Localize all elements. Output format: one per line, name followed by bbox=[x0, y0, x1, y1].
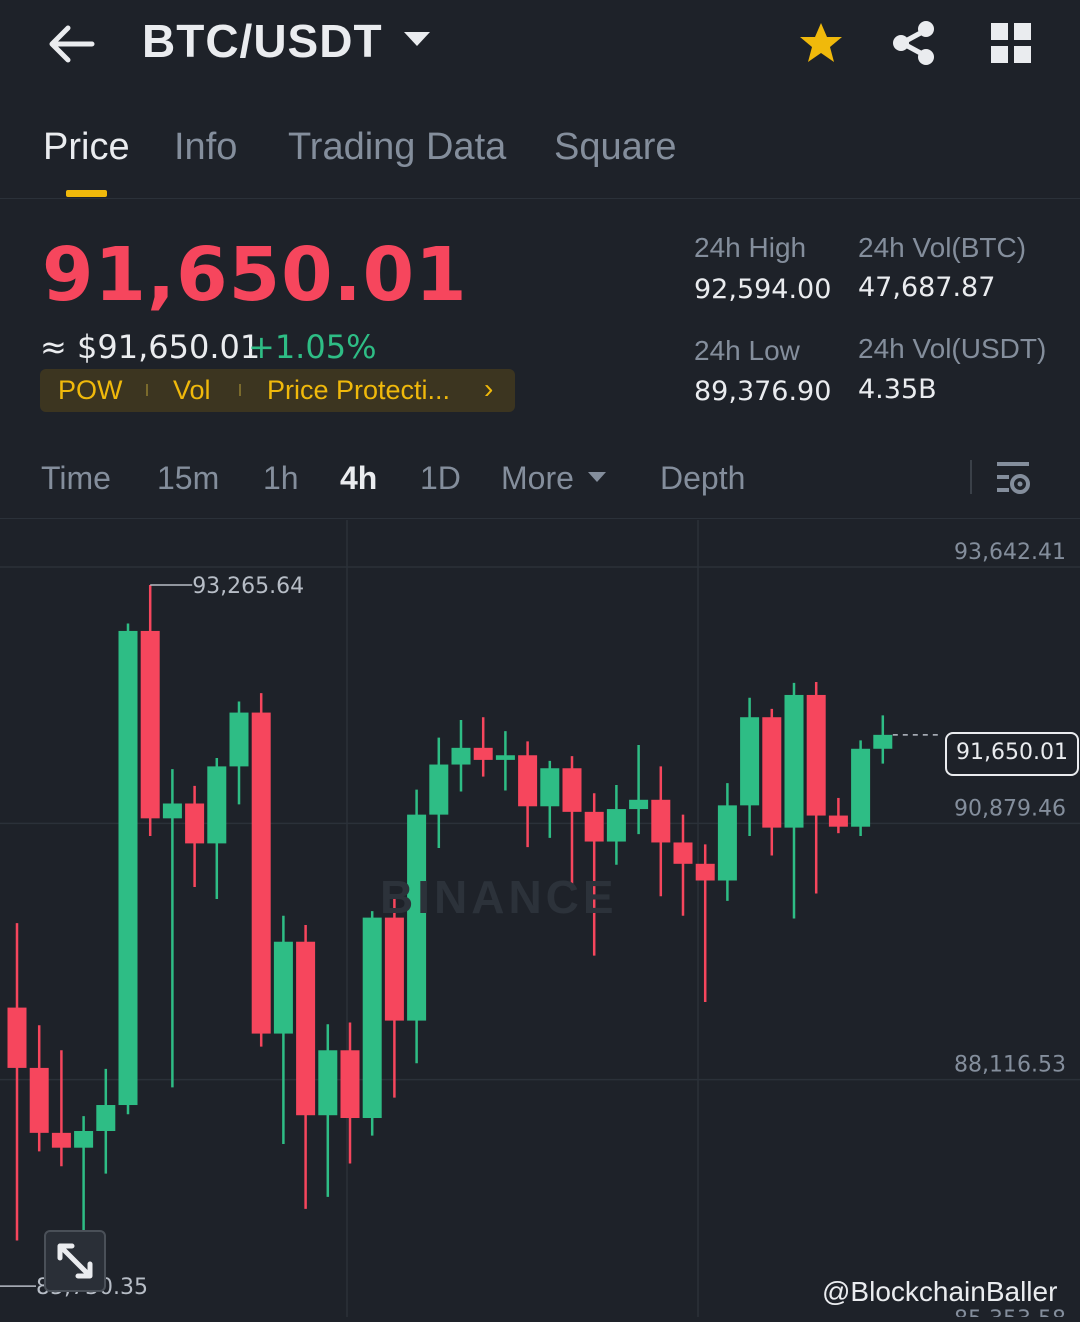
interval-15m[interactable]: 15m bbox=[157, 460, 220, 496]
stat-label-vol-btc: 24h Vol(BTC) bbox=[858, 232, 1027, 263]
candle-body-down bbox=[762, 717, 782, 828]
candle-body-down bbox=[806, 694, 826, 816]
candle-body-up bbox=[451, 747, 471, 765]
candle-body-up bbox=[717, 805, 737, 881]
candle-body-up bbox=[273, 941, 293, 1034]
candle-body-up bbox=[629, 799, 649, 810]
interval-more[interactable]: More bbox=[501, 460, 574, 496]
usd-price: ≈ $91,650.01 bbox=[40, 328, 261, 366]
share-icon[interactable] bbox=[890, 20, 938, 66]
candle-body-up bbox=[873, 734, 893, 749]
candle-body-up bbox=[96, 1105, 116, 1131]
tag-strip[interactable]: POW Vol Price Protecti... › bbox=[40, 369, 515, 412]
tag-divider bbox=[239, 384, 241, 396]
candle-body-down bbox=[7, 1007, 27, 1068]
interval-time[interactable]: Time bbox=[41, 460, 111, 496]
stat-label-vol-usdt: 24h Vol(USDT) bbox=[858, 333, 1047, 364]
interval-4h[interactable]: 4h bbox=[340, 460, 378, 496]
expand-icon[interactable] bbox=[44, 1230, 106, 1292]
y-axis-label: 88,116.53 bbox=[954, 1053, 1066, 1078]
stat-vol-btc: 47,687.87 bbox=[858, 272, 996, 303]
interval-1h[interactable]: 1h bbox=[263, 460, 299, 496]
tag-divider bbox=[146, 384, 148, 396]
candle-body-up bbox=[784, 694, 804, 828]
candle-body-down bbox=[518, 755, 538, 807]
divider bbox=[970, 460, 972, 494]
candle-body-up bbox=[540, 768, 560, 807]
candle-body-up bbox=[606, 809, 626, 842]
price-change: +1.05% bbox=[248, 328, 377, 366]
candle-body-up bbox=[495, 755, 515, 760]
candlestick-chart[interactable]: BINANCE 93,642.41 90,879.46 88,116.53 85,35… bbox=[0, 520, 1080, 1322]
tab-info[interactable]: Info bbox=[174, 126, 238, 168]
candle-body-down bbox=[340, 1050, 360, 1119]
watermark: BINANCE bbox=[380, 871, 618, 923]
grid-icon[interactable] bbox=[990, 22, 1032, 64]
watermark-credit: @BlockchainBaller bbox=[822, 1276, 1058, 1307]
interval-bar: Time 15m 1h 4h 1D More Depth bbox=[0, 440, 1080, 519]
last-price-label: 91,650.01 bbox=[956, 740, 1068, 765]
candle-body-up bbox=[74, 1130, 94, 1148]
candle-body-up bbox=[429, 764, 449, 815]
interval-depth[interactable]: Depth bbox=[660, 460, 746, 496]
tag-vol[interactable]: Vol bbox=[173, 375, 211, 405]
candle-body-down bbox=[473, 747, 493, 760]
candle-body-up bbox=[229, 712, 249, 767]
star-icon[interactable] bbox=[798, 20, 844, 66]
candle-body-down bbox=[185, 803, 205, 844]
candle-body-up bbox=[162, 803, 182, 819]
candle-body-up bbox=[207, 766, 227, 844]
interval-1d[interactable]: 1D bbox=[420, 460, 461, 496]
candle-body-down bbox=[695, 863, 715, 881]
arrow-left-icon[interactable] bbox=[46, 22, 96, 66]
candle-body-down bbox=[384, 917, 404, 1021]
chart-settings-icon[interactable] bbox=[995, 458, 1031, 498]
candle-body-down bbox=[584, 811, 604, 842]
chevron-down-icon[interactable] bbox=[588, 472, 606, 482]
stat-label-high: 24h High bbox=[694, 232, 807, 263]
max-price-label: 93,265.64 bbox=[192, 574, 304, 599]
tag-pow[interactable]: POW bbox=[58, 375, 123, 405]
tab-price[interactable]: Price bbox=[43, 126, 130, 168]
tab-trading-data[interactable]: Trading Data bbox=[288, 126, 507, 168]
candle-body-down bbox=[673, 842, 693, 864]
y-axis-label: 90,879.46 bbox=[954, 796, 1066, 821]
stat-label-low: 24h Low bbox=[694, 335, 800, 366]
active-tab-indicator bbox=[66, 190, 107, 197]
candle-body-up bbox=[118, 630, 138, 1106]
tab-bar: Price Info Trading Data Square bbox=[0, 110, 1080, 199]
candle-body-down bbox=[296, 941, 316, 1116]
candle-body-down bbox=[29, 1067, 49, 1133]
candle-body-down bbox=[140, 630, 160, 819]
candle-body-up bbox=[362, 917, 382, 1119]
stat-high: 92,594.00 bbox=[694, 274, 832, 305]
y-axis-label: 85,353.58 bbox=[954, 1307, 1066, 1317]
y-axis-label: 93,642.41 bbox=[954, 540, 1066, 565]
tab-square[interactable]: Square bbox=[554, 126, 677, 168]
chevron-right-icon[interactable]: › bbox=[484, 373, 494, 404]
candle-body-up bbox=[407, 814, 427, 1021]
pair-title[interactable]: BTC/USDT bbox=[142, 15, 383, 67]
candle-body-down bbox=[251, 712, 271, 1034]
tag-price-protection[interactable]: Price Protecti... bbox=[267, 375, 451, 405]
last-price-marker: 91,650.01 bbox=[945, 732, 1079, 776]
chart-canvas: 93,642.41 90,879.46 88,116.53 85,353.58 93,2… bbox=[0, 520, 1080, 1322]
stat-vol-usdt: 4.35B bbox=[858, 374, 937, 405]
candle-body-up bbox=[851, 748, 871, 827]
stat-low: 89,376.90 bbox=[694, 376, 832, 407]
candle-body-down bbox=[51, 1132, 71, 1148]
chevron-down-icon[interactable] bbox=[404, 32, 430, 46]
top-bar: BTC/USDT bbox=[0, 0, 1080, 90]
candle-body-up bbox=[318, 1050, 338, 1116]
last-price: 91,650.01 bbox=[42, 232, 468, 318]
candle-body-down bbox=[828, 815, 848, 827]
candle-body-down bbox=[651, 799, 671, 843]
candle-body-down bbox=[562, 768, 582, 812]
candle-body-up bbox=[740, 717, 760, 806]
